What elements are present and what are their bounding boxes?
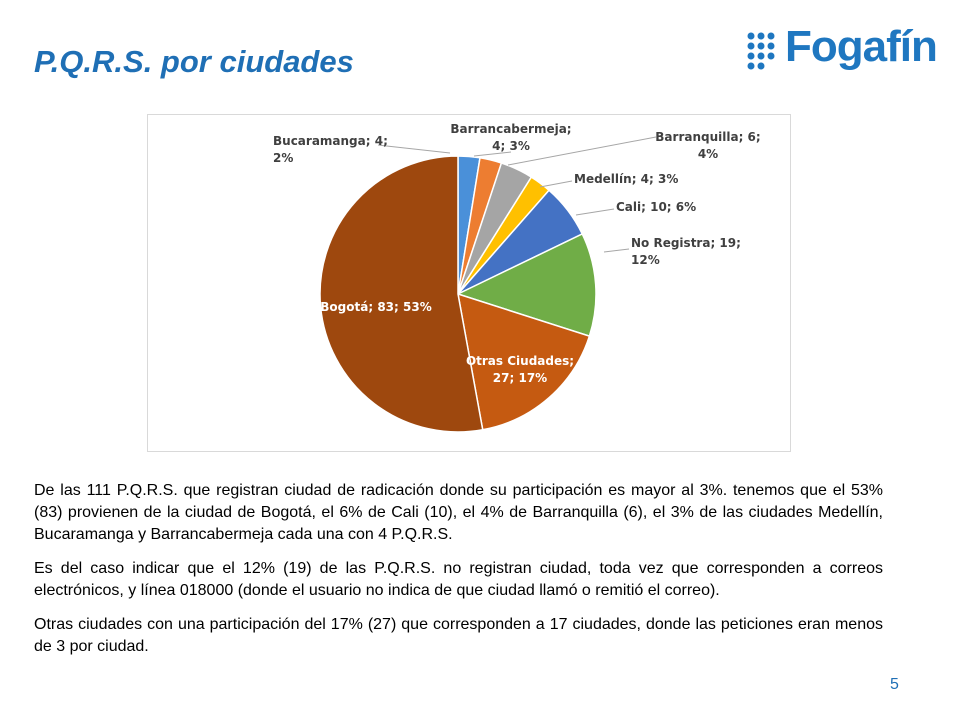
data-label-bogot-: Bogotá; 83; 53% — [320, 300, 431, 314]
fogafin-logo: Fogafín — [745, 22, 945, 76]
data-label-bucaramanga: Bucaramanga; 4; 2% — [273, 134, 388, 165]
leader-line — [473, 151, 512, 157]
leader-line — [539, 180, 573, 188]
page-title: P.Q.R.S. por ciudades — [34, 44, 354, 79]
pie-chart-area: Bucaramanga; 4; 2% Barrancabermeja; 4; 3% Ba… — [147, 114, 791, 452]
body-text: De las 111 P.Q.R.S. que registran ciudad… — [34, 480, 883, 670]
paragraph-summary: De las 111 P.Q.R.S. que registran ciudad… — [34, 482, 883, 543]
data-label-no-registra: No Registra; 19; 12% — [631, 236, 741, 267]
logo-dots-icon — [747, 32, 775, 70]
leader-line — [575, 208, 615, 216]
paragraph-otras-ciudades: Otras ciudades con una participación del… — [34, 616, 883, 655]
page-number: 5 — [890, 676, 899, 693]
data-label-medell-n: Medellín; 4; 3% — [574, 172, 678, 186]
paragraph-no-registra: Es del caso indicar que el 12% (19) de l… — [34, 560, 883, 599]
data-label-barranquilla: Barranquilla; 6; 4% — [655, 130, 760, 161]
data-label-barrancabermeja: Barrancabermeja; 4; 3% — [450, 122, 571, 153]
logo-wordmark: Fogafín — [785, 22, 938, 71]
leader-line — [603, 248, 630, 253]
pie-slice-bogot- — [319, 155, 484, 433]
leader-line — [507, 136, 657, 166]
pie-slice-no-registra — [455, 232, 597, 338]
leader-line — [377, 144, 451, 154]
data-label-cali: Cali; 10; 6% — [616, 200, 696, 214]
data-label-otras-ciudades: Otras Ciudades; 27; 17% — [466, 354, 574, 385]
pie-chart: Bucaramanga; 4; 2% Barrancabermeja; 4; 3% Ba… — [273, 122, 761, 433]
pie-slice-otras-ciudades — [457, 292, 591, 431]
